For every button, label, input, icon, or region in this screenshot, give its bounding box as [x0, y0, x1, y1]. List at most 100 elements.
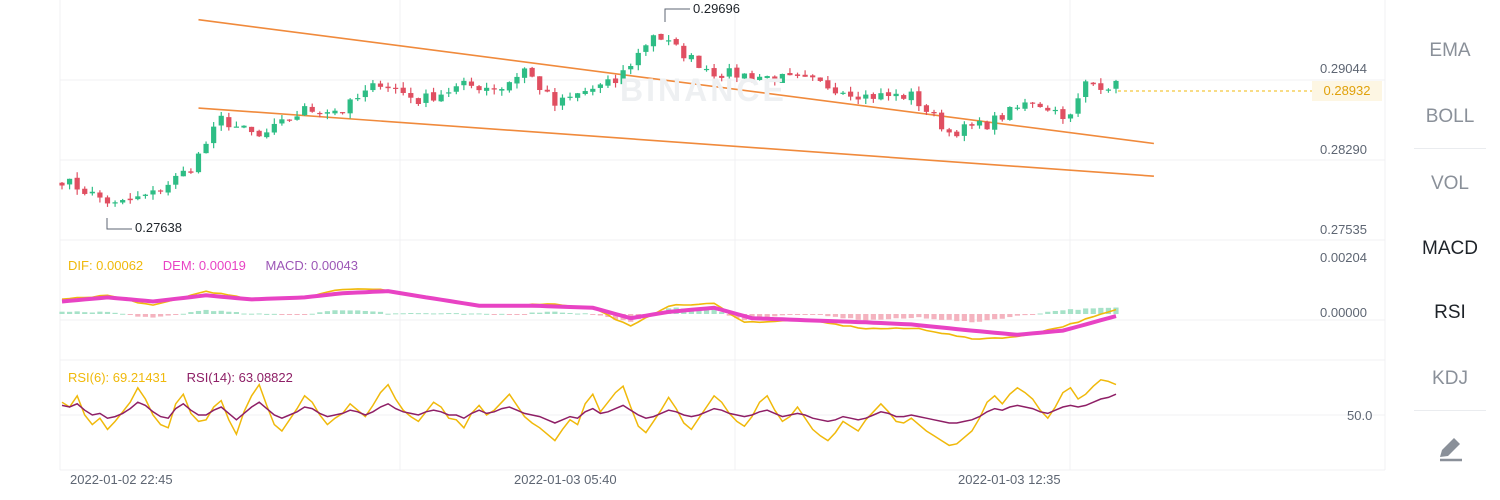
candle-body [666, 40, 672, 42]
candle-layer [59, 33, 1119, 207]
macd-hist-bar [195, 310, 202, 314]
candle-body [302, 106, 308, 116]
macd-hist-bar [529, 312, 535, 314]
candle-body [597, 84, 603, 88]
rsi14-line [61, 393, 1117, 424]
indicator-rsi-button[interactable]: RSI [1434, 302, 1466, 323]
indicator-vol-button[interactable]: VOL [1430, 173, 1470, 194]
macd-hist-bar [339, 310, 346, 314]
macd-hist-bar [1037, 313, 1043, 315]
macd-hist-bar [279, 314, 285, 315]
indicator-ema-button[interactable]: EMA [1429, 40, 1471, 61]
candle-body [294, 116, 300, 120]
high-leader-line [664, 8, 690, 22]
candle-body [643, 45, 649, 52]
price-chart-svg[interactable] [0, 0, 1400, 500]
watermark: BINANCE [620, 72, 787, 108]
macd-hist-bar [120, 313, 126, 315]
candle-body [1007, 106, 1013, 120]
macd-hist-bar [461, 313, 467, 315]
candle-body [969, 124, 975, 126]
candle-body [82, 188, 88, 194]
candle-body [347, 99, 353, 114]
macd-hist-bar [1067, 309, 1074, 314]
candle-body [772, 76, 778, 82]
macd-hist-bar [302, 314, 308, 315]
macd-hist-bar [537, 312, 543, 314]
pencil-draw-icon[interactable] [1414, 428, 1486, 468]
candle-body [248, 126, 255, 133]
candle-body [1090, 82, 1096, 85]
candle-body [552, 92, 558, 106]
macd-hist-bar [370, 311, 376, 314]
macd-hist-bar [787, 314, 793, 315]
macd-hist-bar [901, 314, 907, 319]
macd-hist-bar [832, 314, 839, 317]
macd-hist-bar [1014, 314, 1021, 316]
candle-body [1022, 102, 1028, 109]
macd-hist-bar [552, 311, 558, 314]
candle-body [286, 119, 293, 121]
candle-body [650, 35, 657, 47]
candle-body [211, 126, 217, 144]
indicator-macd-button[interactable]: MACD [1422, 238, 1478, 259]
time-axis-label: 2022-01-03 05:40 [514, 472, 617, 487]
macd-hist-bar [1052, 310, 1058, 314]
last-price-tag: 0.28932 [1312, 81, 1382, 101]
candle-body [127, 198, 133, 201]
macd-hist-bar [165, 314, 171, 316]
macd-hist-bar [521, 314, 528, 315]
macd-hist-bar [703, 309, 710, 314]
macd-hist-bar [590, 314, 596, 315]
macd-hist-bar [514, 314, 520, 315]
candle-body [476, 86, 482, 91]
candle-body [453, 86, 459, 92]
candle-body [1113, 80, 1119, 89]
candle-body [635, 52, 641, 66]
candle-body [393, 87, 399, 89]
chart-area[interactable]: BINANCE 0.29696 0.27638 0.29044 0.28290 … [0, 0, 1400, 500]
macd-hist-bar [938, 314, 945, 320]
rsi-layer [61, 378, 1117, 447]
candle-body [279, 119, 285, 124]
macd-hist-bar [264, 313, 270, 315]
macd-hist-bar [180, 313, 186, 315]
candle-body [726, 68, 732, 77]
indicator-kdj-button[interactable]: KDJ [1432, 368, 1468, 389]
macd-hist-bar [211, 311, 217, 314]
candle-body [537, 76, 543, 91]
macd-hist-bar [66, 311, 73, 314]
candle-body [362, 90, 368, 98]
candle-body [741, 73, 748, 79]
candle-body [658, 33, 664, 40]
rsi14-legend: RSI(14): 63.08822 [186, 370, 293, 385]
candle-body [256, 130, 262, 137]
candle-body [832, 87, 839, 94]
candle-body [810, 75, 816, 78]
candle-body [491, 88, 497, 90]
candle-body [317, 112, 323, 115]
candle-body [999, 115, 1005, 120]
time-axis-label: 2022-01-02 22:45 [70, 472, 173, 487]
time-axis-label: 2022-01-03 12:35 [958, 472, 1061, 487]
candle-body [233, 126, 240, 128]
indicator-boll-button[interactable]: BOLL [1425, 106, 1475, 127]
candle-body [901, 95, 907, 99]
candle-body [802, 74, 808, 77]
macd-hist-bar [408, 312, 414, 314]
rsi-legend: RSI(6): 69.21431 RSI(14): 63.08822 [68, 370, 309, 385]
macd-hist-bar [961, 314, 967, 321]
candle-body [779, 73, 785, 83]
candle-body [908, 91, 914, 101]
macd-hist-bar [491, 314, 497, 315]
macd-hist-bar [840, 314, 846, 319]
macd-hist-bar [923, 314, 930, 319]
macd-hist-bar [104, 311, 111, 314]
candle-body [173, 175, 179, 185]
macd-hist-bar [476, 313, 482, 315]
macd-hist-bar [908, 314, 914, 319]
macd-hist-bar [286, 314, 293, 315]
macd-hist-bar [415, 313, 421, 315]
rsi6-line [61, 378, 1117, 447]
macd-hist-bar [1007, 314, 1013, 318]
